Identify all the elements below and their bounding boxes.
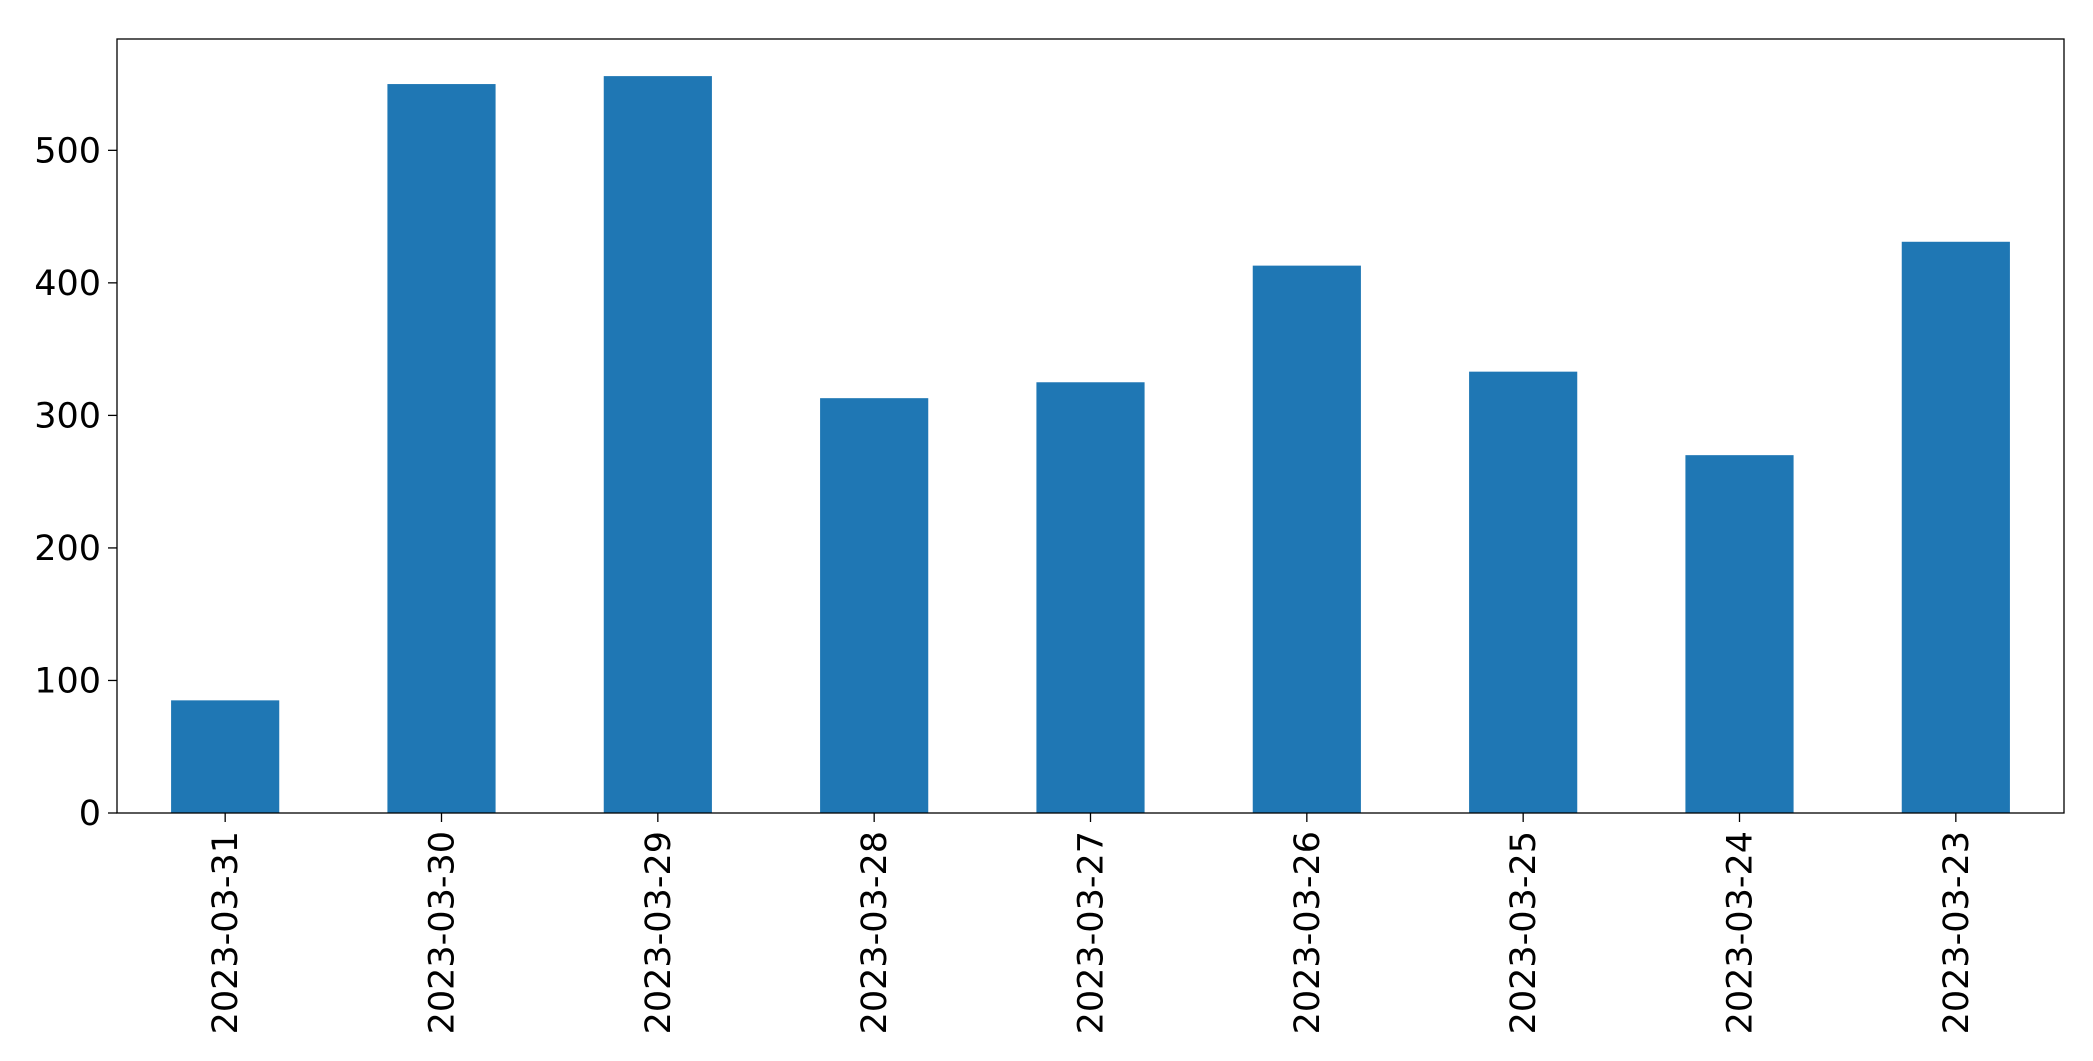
- x-tick-label: 2023-03-28: [855, 831, 895, 1034]
- x-tick-label: 2023-03-29: [639, 831, 679, 1034]
- y-tick-label: 200: [34, 529, 101, 569]
- bar: [1469, 371, 1578, 813]
- bar: [603, 76, 712, 813]
- bar: [1036, 382, 1145, 813]
- x-tick-label: 2023-03-27: [1072, 831, 1112, 1034]
- plot-frame: [116, 38, 2065, 814]
- y-tick-label: 0: [79, 794, 101, 834]
- bar: [171, 700, 280, 813]
- x-tick-label: 2023-03-31: [206, 831, 246, 1034]
- x-tick-label: 2023-03-25: [1504, 831, 1544, 1034]
- bar: [387, 84, 496, 813]
- y-tick-label: 400: [34, 264, 101, 304]
- x-tick-label: 2023-03-26: [1288, 831, 1328, 1034]
- y-tick-label: 300: [34, 396, 101, 436]
- bar: [1685, 455, 1794, 813]
- x-tick-label: 2023-03-30: [423, 831, 463, 1034]
- y-tick-label: 500: [34, 131, 101, 171]
- x-tick-label: 2023-03-24: [1721, 831, 1761, 1034]
- bar: [1252, 265, 1361, 814]
- x-tick-label: 2023-03-23: [1937, 831, 1977, 1034]
- bar: [1901, 241, 2010, 813]
- y-tick-label: 100: [34, 661, 101, 701]
- bar: [820, 398, 929, 813]
